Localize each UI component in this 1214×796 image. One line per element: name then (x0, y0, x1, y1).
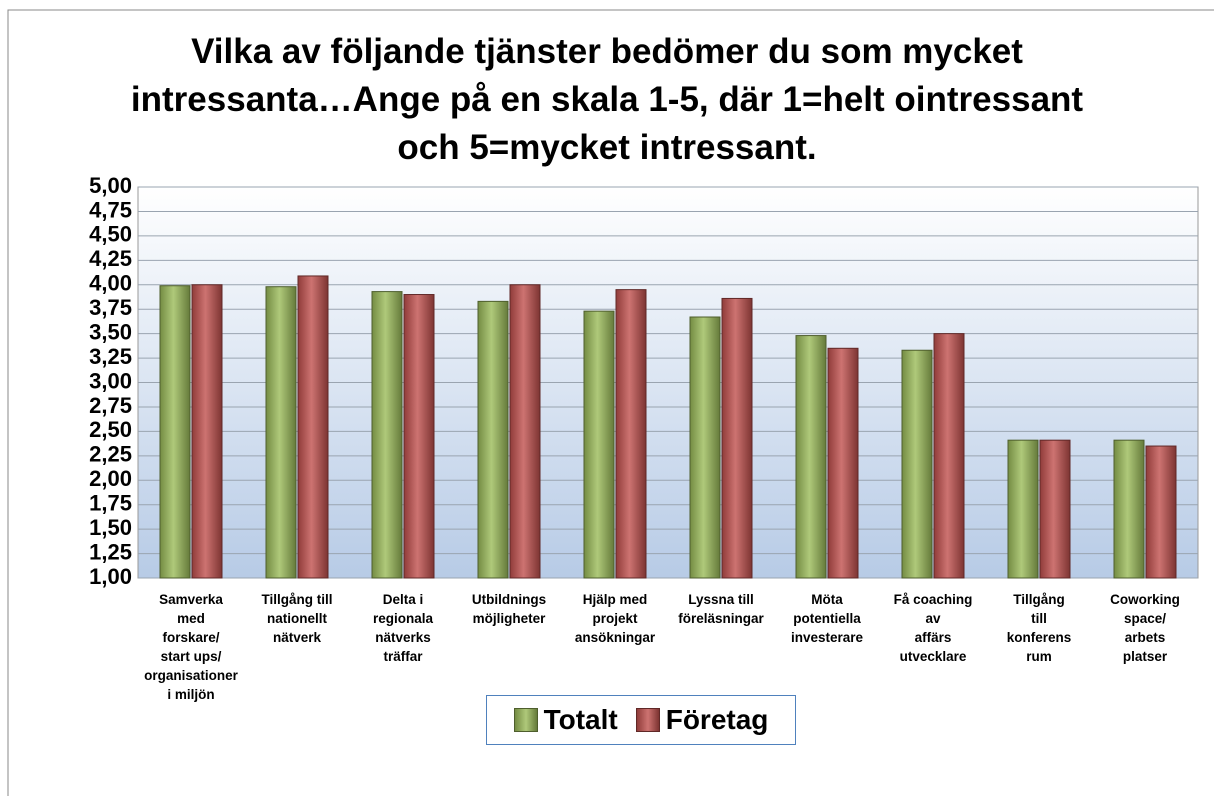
bar (191, 284, 223, 579)
x-tick-label: Möta potentiella investerare (790, 592, 864, 645)
bar (933, 333, 965, 579)
bar (297, 275, 329, 579)
bar (1039, 439, 1071, 579)
frame (7, 9, 1214, 796)
bar (1007, 439, 1039, 579)
legend: Totalt Företag (486, 695, 796, 745)
y-tick-label: 1,75 (89, 491, 132, 516)
x-tick-label: Lyssna till föreläsningar (678, 592, 764, 626)
bar (827, 347, 859, 579)
x-tick-label: Delta i regionala nätverks träffar (372, 592, 434, 664)
y-tick-label: 1,25 (89, 539, 132, 564)
y-tick-label: 4,00 (89, 271, 132, 296)
bar (583, 310, 615, 579)
bar (159, 285, 191, 579)
bar (1113, 439, 1145, 579)
bar (403, 294, 435, 579)
bar (901, 349, 933, 579)
bar (615, 289, 647, 579)
y-tick-label: 4,75 (89, 197, 132, 222)
y-tick-label: 4,50 (89, 222, 132, 247)
x-tick-label: Få coaching av affärs utvecklare (893, 592, 973, 664)
bar (371, 291, 403, 579)
legend-swatch (513, 708, 538, 732)
y-tick-label: 2,25 (89, 442, 132, 467)
y-tick-label: 3,75 (89, 295, 132, 320)
legend-label: Företag (665, 704, 769, 735)
bar (689, 316, 721, 579)
bar (509, 284, 541, 579)
bar (721, 297, 753, 579)
chart-title: Vilka av följande tjänster bedömer du so… (130, 32, 1084, 167)
y-tick-label: 1,00 (89, 564, 132, 589)
y-tick-label: 2,75 (89, 393, 132, 418)
x-tick-label: Samverka med forskare/ start ups/ organi… (144, 592, 238, 702)
legend-swatch (635, 708, 660, 732)
bar (477, 300, 509, 579)
y-tick-label: 3,50 (89, 319, 132, 344)
y-tick-label: 1,50 (89, 515, 132, 540)
x-tick-label: Coworking space/ arbets platser (1110, 592, 1180, 664)
x-tick-label: Tillgång till nationellt nätverk (261, 592, 333, 645)
y-tick-label: 3,00 (89, 368, 132, 393)
x-tick-label: Utbildnings möjligheter (471, 592, 547, 626)
legend-label: Totalt (543, 704, 618, 735)
y-tick-label: 3,25 (89, 344, 132, 369)
y-tick-label: 2,50 (89, 417, 132, 442)
legend-entry: Totalt (513, 704, 618, 736)
y-tick-label: 5,00 (89, 173, 132, 198)
bar (795, 335, 827, 579)
bar (265, 286, 297, 579)
x-tick-label: Hjälp med projekt ansökningar (574, 592, 656, 645)
bar (1145, 445, 1177, 579)
x-tick-label: Tillgång till konferens rum (1006, 592, 1072, 664)
y-tick-label: 4,25 (89, 246, 132, 271)
legend-entry: Företag (635, 704, 769, 736)
y-tick-label: 2,00 (89, 466, 132, 491)
